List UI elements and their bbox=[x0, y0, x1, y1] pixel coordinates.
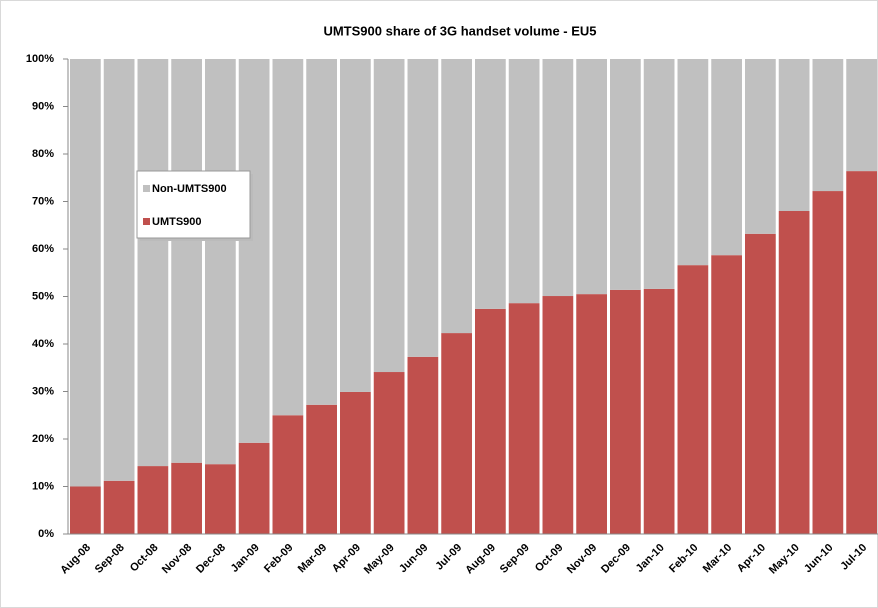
bar-segment bbox=[846, 171, 877, 534]
bar-segment bbox=[103, 480, 135, 534]
y-tick-label: 60% bbox=[32, 243, 54, 255]
bar-segment bbox=[745, 233, 776, 535]
bar-segment bbox=[137, 59, 169, 467]
bar-segment bbox=[70, 59, 101, 487]
bar-segment bbox=[643, 59, 675, 289]
bar-segment bbox=[238, 442, 270, 534]
legend-swatch bbox=[143, 185, 150, 192]
bar-segment bbox=[441, 333, 472, 534]
bar-segment bbox=[272, 415, 304, 534]
bar-segment bbox=[778, 211, 810, 534]
y-tick-label: 30% bbox=[32, 385, 54, 397]
bar-segment bbox=[508, 303, 540, 534]
bar-segment bbox=[171, 462, 202, 534]
bar-segment bbox=[272, 59, 304, 416]
legend-label: Non-UMTS900 bbox=[152, 183, 227, 195]
bar-segment bbox=[373, 372, 405, 534]
y-tick-label: 10% bbox=[32, 480, 54, 492]
bar-segment bbox=[407, 59, 439, 357]
bar-segment bbox=[373, 59, 405, 373]
bar-segment bbox=[677, 59, 709, 266]
bar-segment bbox=[171, 59, 202, 463]
y-tick-label: 0% bbox=[38, 528, 54, 540]
bar-segment bbox=[306, 59, 337, 405]
legend-box bbox=[136, 170, 251, 239]
bar-segment bbox=[407, 356, 439, 534]
bar-segment bbox=[306, 404, 337, 534]
bar-segment bbox=[508, 59, 540, 304]
bar-segment bbox=[542, 59, 574, 297]
legend-swatch bbox=[143, 218, 150, 225]
bar-segment bbox=[475, 59, 506, 309]
bar-segment bbox=[643, 288, 675, 534]
bar-segment bbox=[846, 59, 877, 172]
bar-segment bbox=[475, 308, 506, 534]
bar-segment bbox=[137, 466, 169, 534]
y-tick-label: 50% bbox=[32, 290, 54, 302]
bar-segment bbox=[340, 59, 371, 392]
bar-segment bbox=[677, 265, 709, 534]
bar-segment bbox=[238, 59, 270, 443]
bar-segment bbox=[576, 294, 607, 534]
bar-segment bbox=[340, 391, 371, 534]
chart-title: UMTS900 share of 3G handset volume - EU5 bbox=[323, 23, 596, 38]
bar-segment bbox=[205, 464, 236, 534]
bar-segment bbox=[610, 289, 641, 534]
bar-segment bbox=[205, 59, 236, 465]
bar-segment bbox=[441, 59, 472, 334]
bar-segment bbox=[812, 191, 844, 535]
bar-segment bbox=[711, 59, 742, 256]
y-tick-label: 70% bbox=[32, 195, 54, 207]
bar-segment bbox=[745, 59, 776, 234]
bar-segment bbox=[812, 59, 844, 192]
y-tick-label: 40% bbox=[32, 338, 54, 350]
bar-segment bbox=[542, 296, 574, 534]
bar-segment bbox=[610, 59, 641, 290]
y-tick-label: 20% bbox=[32, 433, 54, 445]
bar-segment bbox=[576, 59, 607, 295]
bar-segment bbox=[778, 59, 810, 211]
bar-segment bbox=[70, 486, 101, 534]
y-tick-label: 90% bbox=[32, 100, 54, 112]
bar-segment bbox=[711, 255, 742, 535]
y-tick-label: 100% bbox=[26, 53, 54, 65]
bar-segment bbox=[103, 59, 135, 481]
legend-label: UMTS900 bbox=[152, 216, 202, 228]
y-tick-label: 80% bbox=[32, 148, 54, 160]
